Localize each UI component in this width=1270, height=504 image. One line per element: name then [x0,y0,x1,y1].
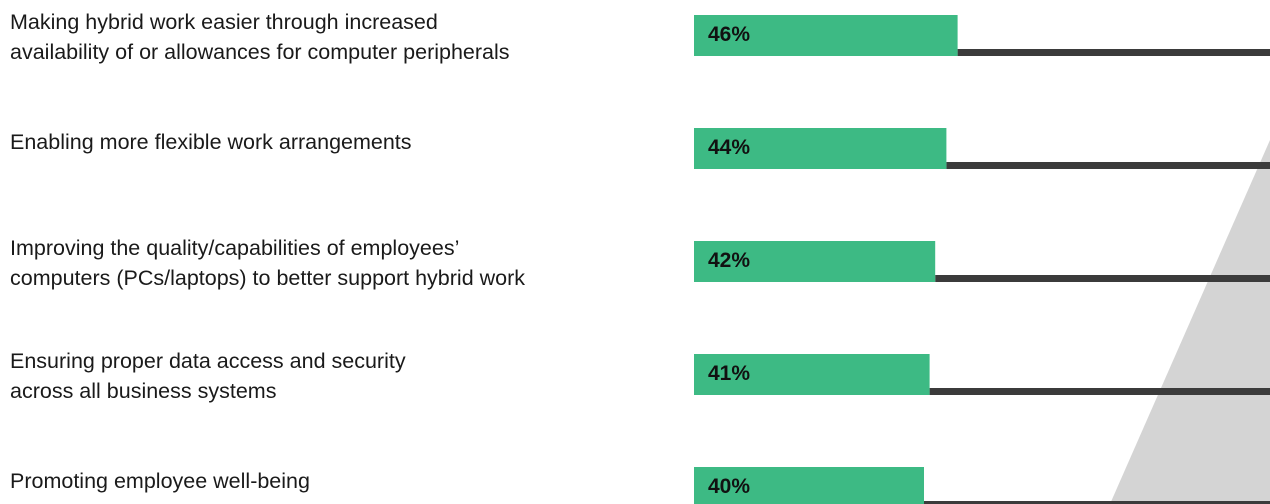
bar-5 [694,467,924,504]
category-label-5: Promoting employee well-being [10,469,310,493]
bar-track-5 [924,501,1270,504]
bar-track-3 [935,275,1270,282]
bar-4 [694,354,930,395]
bar-1 [694,15,958,56]
decorative-diagonal-stripe [1110,140,1270,504]
category-label-3: Improving the quality/capabilities of em… [10,236,526,290]
value-label-4: 41% [708,362,751,385]
value-label-1: 46% [708,23,751,46]
bar-track-4 [929,388,1270,395]
category-label-4: Ensuring proper data access and security… [10,349,406,403]
value-label-3: 42% [708,249,751,272]
bar-2 [694,128,947,169]
bars-group [694,15,1270,504]
bar-3 [694,241,936,282]
category-label-1: Making hybrid work easier through increa… [10,10,510,64]
value-label-5: 40% [708,475,751,498]
category-label-2: Enabling more flexible work arrangements [10,130,412,154]
bar-track-2 [946,162,1270,169]
value-label-2: 44% [708,136,751,159]
bar-track-1 [957,49,1270,56]
